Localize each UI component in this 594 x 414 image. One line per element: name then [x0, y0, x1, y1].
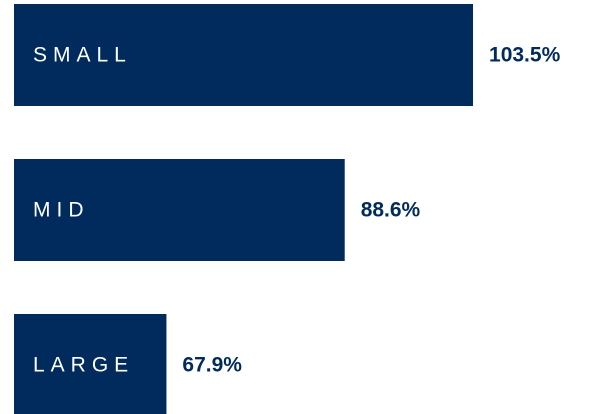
- category-label: LARGE: [33, 354, 134, 377]
- bar: [14, 314, 167, 414]
- bar: [14, 159, 345, 261]
- bar: [14, 4, 474, 106]
- value-label: 103.5%: [489, 44, 561, 67]
- category-label: MID: [33, 199, 90, 222]
- value-label: 88.6%: [361, 199, 421, 222]
- value-label: 67.9%: [182, 354, 242, 377]
- category-label: SMALL: [33, 44, 132, 67]
